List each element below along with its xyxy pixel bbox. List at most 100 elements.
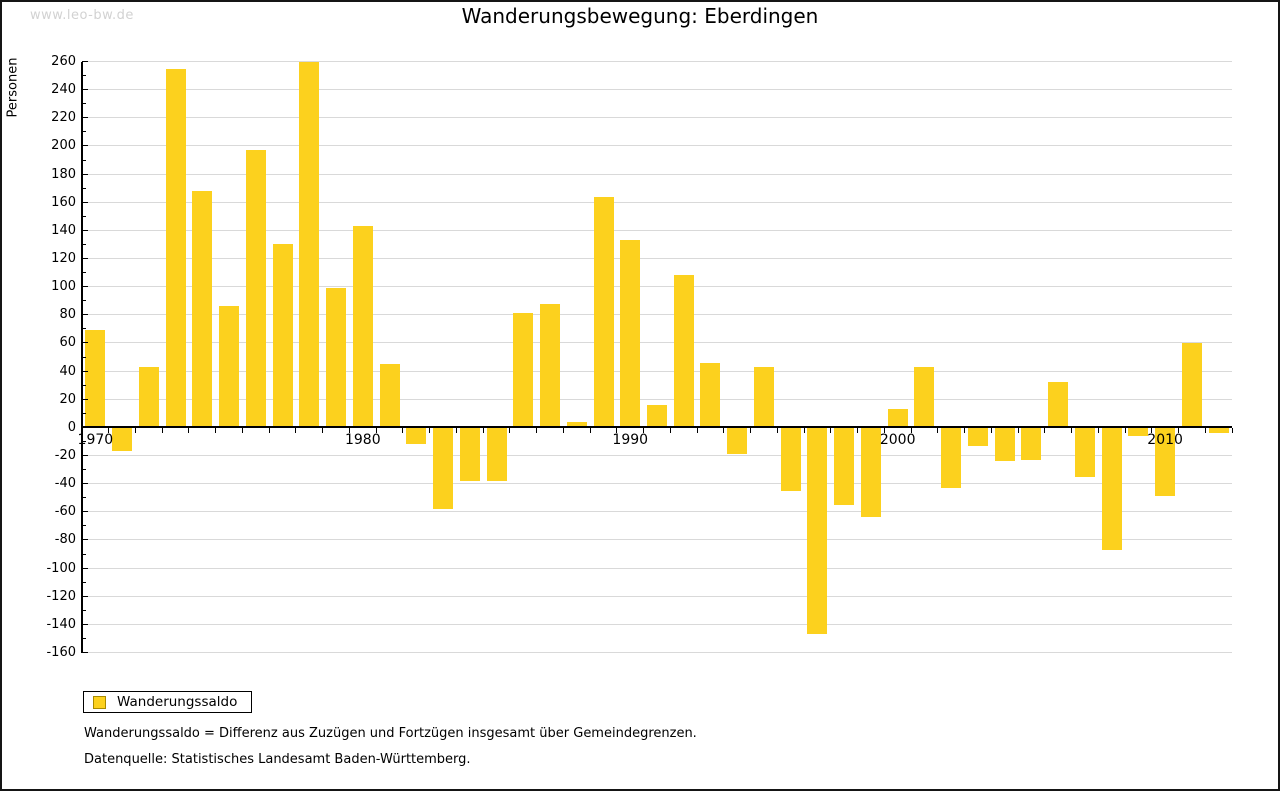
y-minor-tick [82,300,86,302]
x-tick [776,428,778,434]
gridline [82,89,1232,91]
bar-2012 [1208,427,1229,433]
bar-2010 [1155,427,1176,497]
bar-1983 [433,427,454,509]
x-tick [536,428,538,434]
x-tick [348,428,350,434]
y-major-tick [82,201,88,203]
bar-1992 [673,275,694,428]
y-tick-label: -160 [46,645,76,660]
x-tick [750,428,752,434]
y-minor-tick [82,384,86,386]
gridline [82,398,1232,400]
bar-1988 [566,421,587,428]
x-tick [1231,428,1233,434]
y-tick-label: -20 [54,448,76,463]
x-tick [215,428,217,434]
x-tick [402,428,404,434]
y-major-tick [82,173,88,175]
y-minor-tick [82,553,86,555]
x-tick [1017,428,1019,434]
bar-1980 [352,226,373,428]
y-major-tick [82,117,88,119]
bar-1987 [540,303,561,428]
y-major-tick [82,511,88,513]
bar-1993 [700,362,721,428]
y-tick-label: -140 [46,616,76,632]
x-tick [1071,428,1073,434]
y-tick-label: 180 [51,166,76,182]
legend-swatch-icon [93,695,106,709]
gridline [82,286,1232,288]
y-tick-label: -100 [46,560,76,576]
y-major-tick [82,145,88,147]
footnote-source: Datenquelle: Statistisches Landesamt Bad… [84,752,471,767]
bar-2000 [887,409,908,428]
gridline [82,145,1232,147]
y-major-tick [82,89,88,91]
y-minor-tick [82,103,86,105]
gridline [82,314,1232,316]
bar-1982 [406,427,427,445]
legend: Wanderungssaldo [83,691,253,713]
bar-1973 [165,68,186,428]
y-minor-tick [82,525,86,527]
x-tick [509,428,511,434]
x-tick-label: 1980 [344,432,381,449]
x-tick [375,428,377,434]
gridline [82,342,1232,344]
bar-1978 [299,61,320,428]
bar-1981 [379,364,400,428]
bar-1979 [326,288,347,428]
x-tick [990,428,992,434]
x-tick [803,428,805,434]
x-tick [723,428,725,434]
gridline [82,595,1232,597]
gridline [82,652,1232,653]
x-tick [295,428,297,434]
y-tick-label: 260 [51,54,76,69]
bar-1985 [486,427,507,481]
bar-1974 [192,190,213,428]
y-tick-label: -40 [54,476,76,492]
x-tick [910,428,912,434]
gridline [82,567,1232,569]
y-axis-line [80,61,83,653]
bar-1976 [245,150,266,428]
bar-1999 [860,427,881,518]
y-major-tick [82,314,88,316]
y-major-tick [82,426,88,428]
x-tick [669,428,671,434]
y-tick-label: -80 [54,532,76,548]
y-major-tick [82,455,88,456]
bar-2002 [941,427,962,488]
y-major-tick [82,61,88,62]
y-minor-tick [82,581,86,583]
x-tick [696,428,698,434]
y-minor-tick [82,440,86,442]
y-tick-label: 0 [67,419,76,435]
bar-2009 [1128,427,1149,436]
y-tick-label: -60 [54,504,76,520]
gridline [82,455,1232,456]
bar-1994 [727,427,748,455]
gridline [82,173,1232,175]
y-major-tick [82,483,88,485]
y-tick-label: 100 [51,279,76,295]
gridline [82,483,1232,485]
x-tick [268,428,270,434]
legend-label: Wanderungssaldo [117,694,238,710]
gridline [82,258,1232,259]
bar-1998 [834,427,855,505]
watermark: www.leo-bw.de [30,8,134,23]
x-tick [964,428,966,434]
bar-1975 [219,306,240,428]
y-tick-label: 140 [51,222,76,238]
x-tick-label: 2010 [1147,432,1183,449]
x-tick [857,428,859,434]
x-tick [1178,428,1179,434]
x-tick [429,428,431,434]
bar-1989 [593,196,614,428]
x-tick [643,428,645,434]
